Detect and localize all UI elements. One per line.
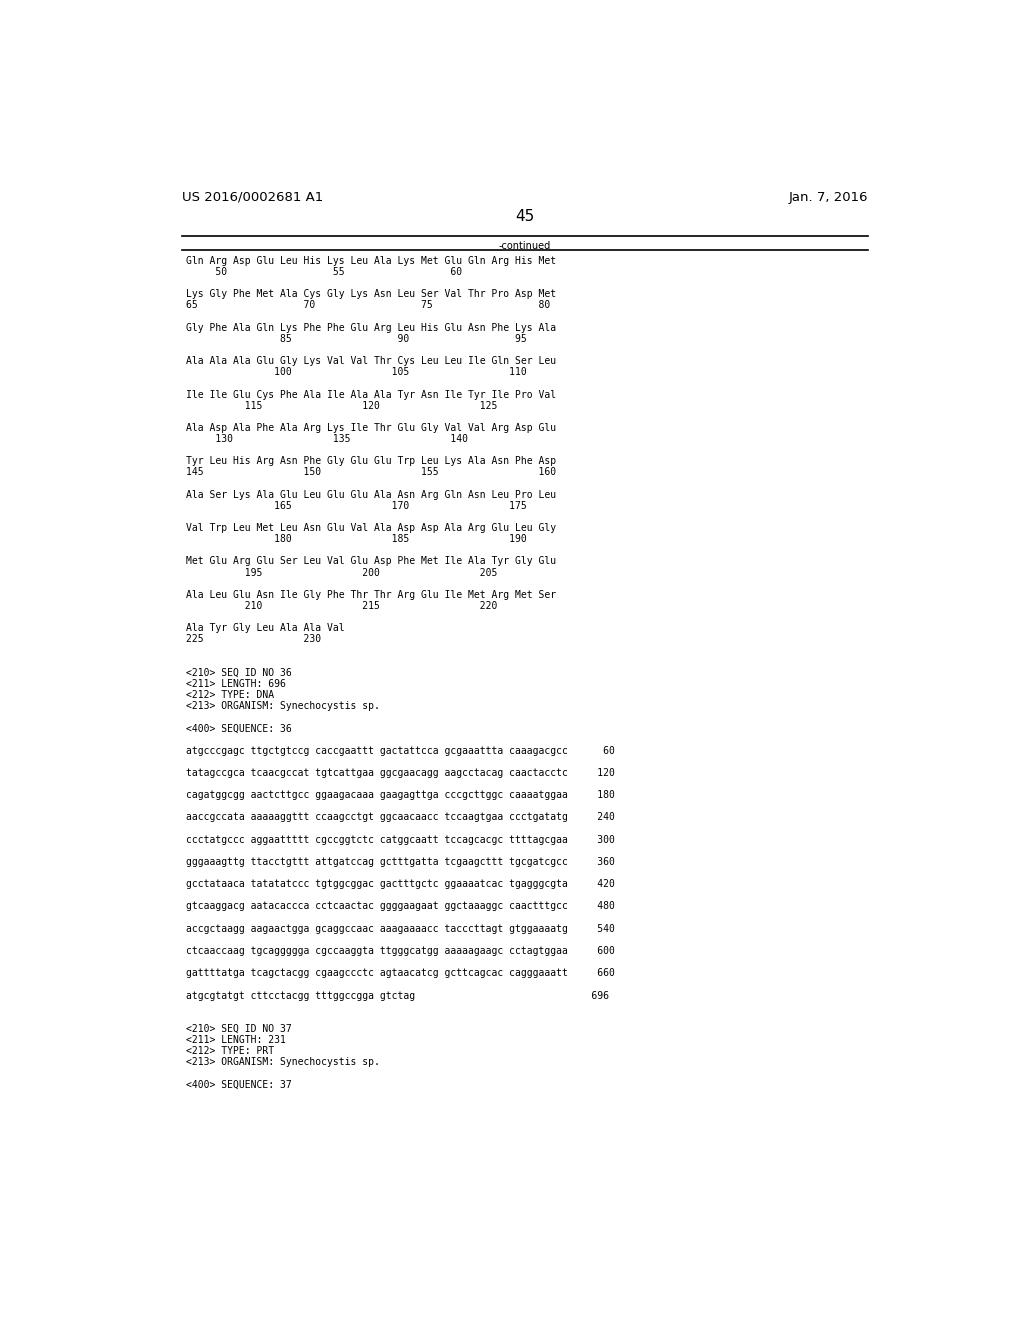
Text: 85                  90                  95: 85 90 95 [186,334,526,345]
Text: gcctataaca tatatatccc tgtggcggac gactttgctc ggaaaatcac tgagggcgta     420: gcctataaca tatatatccc tgtggcggac gactttg… [186,879,614,890]
Text: accgctaagg aagaactgga gcaggccaac aaagaaaacc tacccttagt gtggaaaatg     540: accgctaagg aagaactgga gcaggccaac aaagaaa… [186,924,614,933]
Text: <210> SEQ ID NO 36: <210> SEQ ID NO 36 [186,668,292,677]
Text: Ala Asp Ala Phe Ala Arg Lys Ile Thr Glu Gly Val Val Arg Asp Glu: Ala Asp Ala Phe Ala Arg Lys Ile Thr Glu … [186,422,556,433]
Text: 210                 215                 220: 210 215 220 [186,601,498,611]
Text: 130                 135                 140: 130 135 140 [186,434,468,444]
Text: Gly Phe Ala Gln Lys Phe Phe Glu Arg Leu His Glu Asn Phe Lys Ala: Gly Phe Ala Gln Lys Phe Phe Glu Arg Leu … [186,323,556,333]
Text: Met Glu Arg Glu Ser Leu Val Glu Asp Phe Met Ile Ala Tyr Gly Glu: Met Glu Arg Glu Ser Leu Val Glu Asp Phe … [186,557,556,566]
Text: atgcgtatgt cttcctacgg tttggccgga gtctag                              696: atgcgtatgt cttcctacgg tttggccgga gtctag … [186,990,609,1001]
Text: Tyr Leu His Arg Asn Phe Gly Glu Glu Trp Leu Lys Ala Asn Phe Asp: Tyr Leu His Arg Asn Phe Gly Glu Glu Trp … [186,457,556,466]
Text: <210> SEQ ID NO 37: <210> SEQ ID NO 37 [186,1024,292,1034]
Text: ccctatgccc aggaattttt cgccggtctc catggcaatt tccagcacgc ttttagcgaa     300: ccctatgccc aggaattttt cgccggtctc catggca… [186,834,614,845]
Text: -continued: -continued [499,240,551,251]
Text: 65                  70                  75                  80: 65 70 75 80 [186,301,550,310]
Text: ctcaaccaag tgcaggggga cgccaaggta ttgggcatgg aaaaagaagc cctagtggaa     600: ctcaaccaag tgcaggggga cgccaaggta ttgggca… [186,946,614,956]
Text: Lys Gly Phe Met Ala Cys Gly Lys Asn Leu Ser Val Thr Pro Asp Met: Lys Gly Phe Met Ala Cys Gly Lys Asn Leu … [186,289,556,300]
Text: cagatggcgg aactcttgcc ggaagacaaa gaagagttga cccgcttggc caaaatggaa     180: cagatggcgg aactcttgcc ggaagacaaa gaagagt… [186,791,614,800]
Text: <213> ORGANISM: Synechocystis sp.: <213> ORGANISM: Synechocystis sp. [186,701,380,711]
Text: Ile Ile Glu Cys Phe Ala Ile Ala Ala Tyr Asn Ile Tyr Ile Pro Val: Ile Ile Glu Cys Phe Ala Ile Ala Ala Tyr … [186,389,556,400]
Text: 145                 150                 155                 160: 145 150 155 160 [186,467,556,478]
Text: 165                 170                 175: 165 170 175 [186,500,526,511]
Text: <213> ORGANISM: Synechocystis sp.: <213> ORGANISM: Synechocystis sp. [186,1057,380,1068]
Text: Ala Tyr Gly Leu Ala Ala Val: Ala Tyr Gly Leu Ala Ala Val [186,623,344,634]
Text: 195                 200                 205: 195 200 205 [186,568,498,578]
Text: Ala Ala Ala Glu Gly Lys Val Val Thr Cys Leu Leu Ile Gln Ser Leu: Ala Ala Ala Glu Gly Lys Val Val Thr Cys … [186,356,556,366]
Text: 45: 45 [515,210,535,224]
Text: <211> LENGTH: 231: <211> LENGTH: 231 [186,1035,286,1045]
Text: gggaaagttg ttacctgttt attgatccag gctttgatta tcgaagcttt tgcgatcgcc     360: gggaaagttg ttacctgttt attgatccag gctttga… [186,857,614,867]
Text: <212> TYPE: PRT: <212> TYPE: PRT [186,1047,274,1056]
Text: <400> SEQUENCE: 36: <400> SEQUENCE: 36 [186,723,292,734]
Text: 180                 185                 190: 180 185 190 [186,535,526,544]
Text: 50                  55                  60: 50 55 60 [186,267,462,277]
Text: Jan. 7, 2016: Jan. 7, 2016 [788,191,867,203]
Text: US 2016/0002681 A1: US 2016/0002681 A1 [182,191,324,203]
Text: Val Trp Leu Met Leu Asn Glu Val Ala Asp Asp Ala Arg Glu Leu Gly: Val Trp Leu Met Leu Asn Glu Val Ala Asp … [186,523,556,533]
Text: atgcccgagc ttgctgtccg caccgaattt gactattcca gcgaaattta caaagacgcc      60: atgcccgagc ttgctgtccg caccgaattt gactatt… [186,746,614,755]
Text: gtcaaggacg aatacaccca cctcaactac ggggaagaat ggctaaaggc caactttgcc     480: gtcaaggacg aatacaccca cctcaactac ggggaag… [186,902,614,912]
Text: Gln Arg Asp Glu Leu His Lys Leu Ala Lys Met Glu Gln Arg His Met: Gln Arg Asp Glu Leu His Lys Leu Ala Lys … [186,256,556,265]
Text: <212> TYPE: DNA: <212> TYPE: DNA [186,690,274,700]
Text: gattttatga tcagctacgg cgaagccctc agtaacatcg gcttcagcac cagggaaatt     660: gattttatga tcagctacgg cgaagccctc agtaaca… [186,969,614,978]
Text: tatagccgca tcaacgccat tgtcattgaa ggcgaacagg aagcctacag caactacctc     120: tatagccgca tcaacgccat tgtcattgaa ggcgaac… [186,768,614,777]
Text: 115                 120                 125: 115 120 125 [186,401,498,411]
Text: <211> LENGTH: 696: <211> LENGTH: 696 [186,678,286,689]
Text: Ala Ser Lys Ala Glu Leu Glu Glu Ala Asn Arg Gln Asn Leu Pro Leu: Ala Ser Lys Ala Glu Leu Glu Glu Ala Asn … [186,490,556,500]
Text: aaccgccata aaaaaggttt ccaagcctgt ggcaacaacc tccaagtgaa ccctgatatg     240: aaccgccata aaaaaggttt ccaagcctgt ggcaaca… [186,812,614,822]
Text: Ala Leu Glu Asn Ile Gly Phe Thr Thr Arg Glu Ile Met Arg Met Ser: Ala Leu Glu Asn Ile Gly Phe Thr Thr Arg … [186,590,556,599]
Text: 225                 230: 225 230 [186,635,322,644]
Text: 100                 105                 110: 100 105 110 [186,367,526,378]
Text: <400> SEQUENCE: 37: <400> SEQUENCE: 37 [186,1080,292,1089]
